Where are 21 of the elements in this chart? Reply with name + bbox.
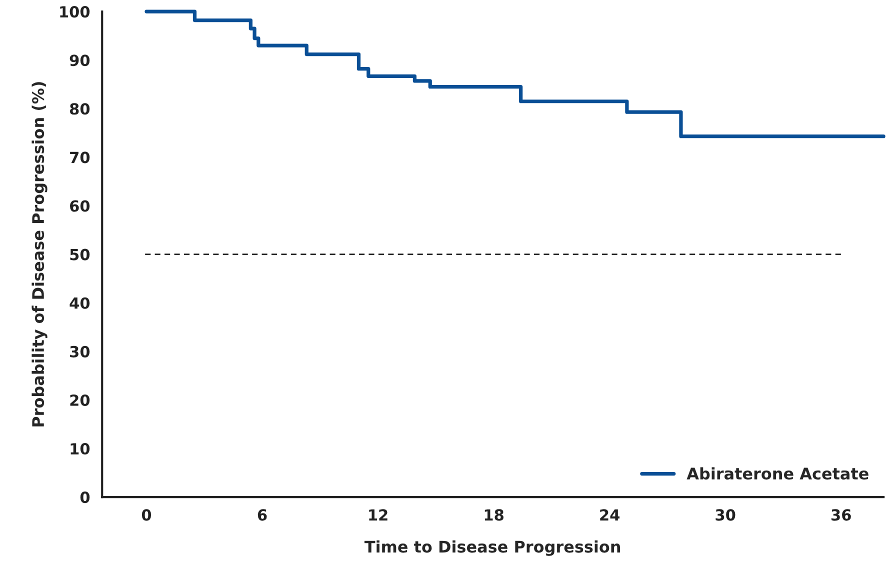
x-tick-label: 18: [484, 509, 504, 521]
y-tick-label: 20: [70, 394, 90, 406]
y-tick-label: 70: [70, 152, 90, 164]
y-tick-label: 10: [70, 442, 90, 455]
x-tick-label: 0: [142, 509, 152, 521]
y-tick-label: 30: [70, 346, 90, 358]
x-tick-label: 24: [600, 509, 620, 520]
y-tick-label: 40: [70, 297, 90, 309]
y-tick-label: 100: [60, 6, 90, 18]
x-tick-label: 6: [258, 509, 267, 521]
y-axis-title: Probability of Disease Progression (%): [32, 82, 48, 426]
y-tick-label: 60: [70, 200, 90, 212]
y-tick-label: 90: [70, 54, 90, 66]
x-tick-label: 36: [832, 509, 851, 521]
x-tick-label: 30: [716, 509, 736, 521]
y-tick-label: 80: [70, 103, 90, 115]
y-tick-label: 0: [80, 492, 90, 504]
legend-label: Abiraterone Acetate: [686, 467, 868, 480]
x-tick-label: 12: [369, 509, 388, 520]
y-tick-label: 50: [70, 248, 90, 260]
x-axis-title: Time to Disease Progression: [364, 540, 620, 556]
